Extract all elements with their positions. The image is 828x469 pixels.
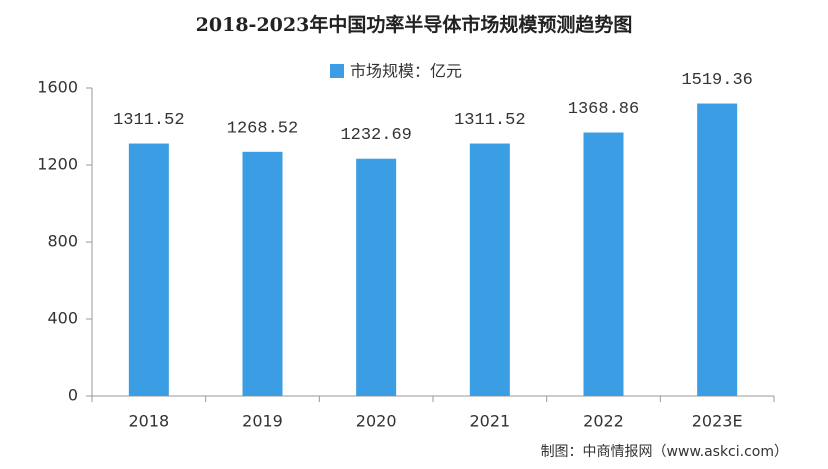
bar (583, 132, 624, 396)
value-label: 1311.52 (454, 111, 525, 130)
bar (242, 151, 283, 396)
x-tick-label: 2022 (583, 412, 624, 431)
y-tick-label: 800 (47, 232, 78, 251)
x-tick-label: 2018 (128, 412, 169, 431)
bar (469, 143, 510, 396)
value-label: 1232.69 (340, 126, 411, 145)
x-tick-label: 2023E (692, 412, 743, 431)
value-label: 1268.52 (227, 119, 298, 138)
value-label: 1519.36 (681, 71, 752, 90)
legend-swatch (330, 64, 344, 78)
value-label: 1368.86 (568, 100, 639, 119)
y-tick-label: 400 (47, 309, 78, 328)
x-tick-label: 2020 (356, 412, 397, 431)
y-tick-label: 0 (68, 386, 78, 405)
bar (356, 158, 397, 396)
y-tick-label: 1200 (37, 155, 78, 174)
value-label: 1311.52 (113, 111, 184, 130)
x-tick-label: 2019 (242, 412, 283, 431)
source: 制图：中商情报网（www.askci.com） (541, 444, 788, 460)
bar (697, 103, 738, 397)
x-tick-label: 2021 (469, 412, 510, 431)
bar (128, 143, 169, 396)
y-tick-label: 1600 (37, 78, 78, 97)
chart-title: 2018-2023年中国功率半导体市场规模预测趋势图 (196, 13, 633, 36)
legend-label: 市场规模：亿元 (350, 62, 462, 81)
